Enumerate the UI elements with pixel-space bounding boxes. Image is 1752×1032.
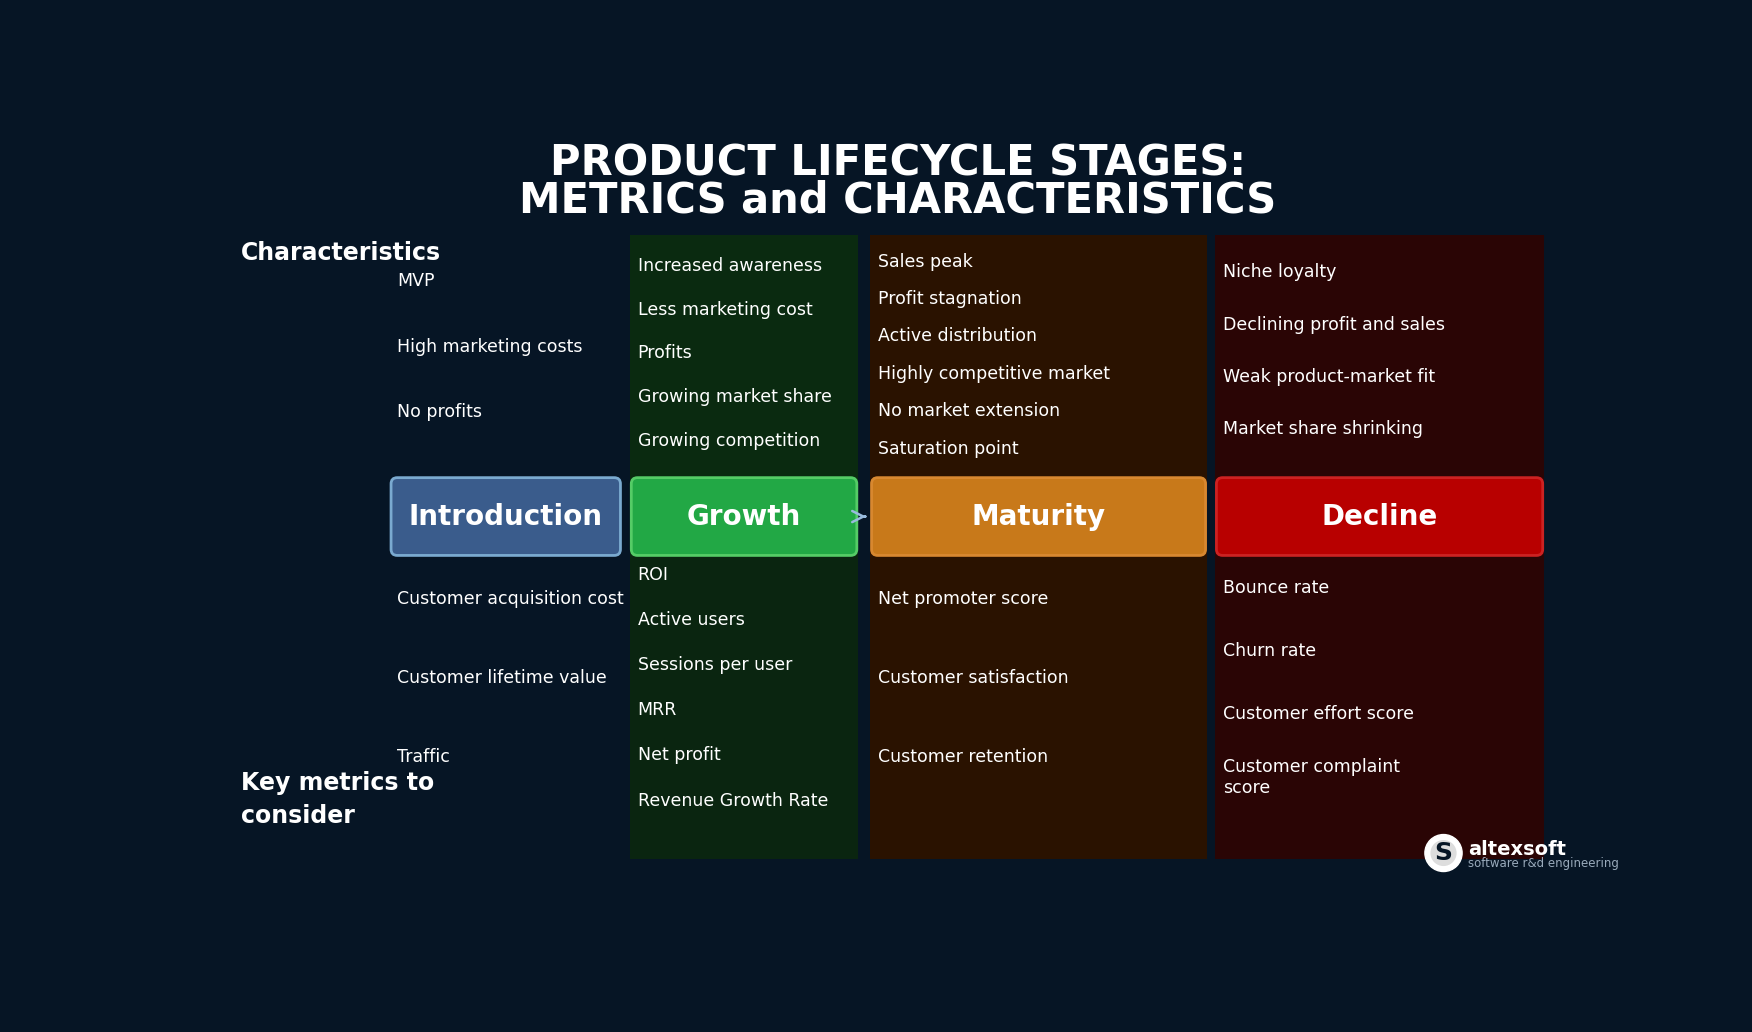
Text: Market share shrinking: Market share shrinking bbox=[1223, 420, 1423, 439]
Text: Bounce rate: Bounce rate bbox=[1223, 579, 1328, 596]
Text: software r&d engineering: software r&d engineering bbox=[1468, 857, 1619, 870]
Text: No profits: No profits bbox=[398, 404, 482, 421]
Text: Sales peak: Sales peak bbox=[878, 253, 972, 270]
FancyBboxPatch shape bbox=[1214, 235, 1544, 497]
Text: Net profit: Net profit bbox=[638, 746, 720, 765]
Text: PRODUCT LIFECYCLE STAGES:: PRODUCT LIFECYCLE STAGES: bbox=[550, 142, 1246, 185]
Text: Profit stagnation: Profit stagnation bbox=[878, 290, 1021, 309]
FancyBboxPatch shape bbox=[1214, 544, 1544, 860]
Text: Growing market share: Growing market share bbox=[638, 388, 832, 406]
Text: Traffic: Traffic bbox=[398, 747, 450, 766]
Text: Customer satisfaction: Customer satisfaction bbox=[878, 669, 1069, 686]
Text: Customer effort score: Customer effort score bbox=[1223, 705, 1414, 723]
Circle shape bbox=[1424, 835, 1463, 871]
FancyBboxPatch shape bbox=[631, 478, 857, 555]
FancyBboxPatch shape bbox=[1216, 478, 1544, 555]
FancyBboxPatch shape bbox=[629, 235, 858, 497]
Text: Niche loyalty: Niche loyalty bbox=[1223, 263, 1337, 281]
Text: Customer retention: Customer retention bbox=[878, 747, 1048, 766]
Text: High marketing costs: High marketing costs bbox=[398, 337, 583, 356]
Text: Net promoter score: Net promoter score bbox=[878, 589, 1048, 608]
Text: Customer acquisition cost: Customer acquisition cost bbox=[398, 589, 624, 608]
Text: ROI: ROI bbox=[638, 567, 669, 584]
Text: altexsoft: altexsoft bbox=[1468, 840, 1566, 860]
Text: No market extension: No market extension bbox=[878, 402, 1060, 420]
Text: Increased awareness: Increased awareness bbox=[638, 257, 822, 276]
Text: Growing competition: Growing competition bbox=[638, 431, 820, 450]
Text: Characteristics: Characteristics bbox=[240, 240, 442, 265]
Text: Churn rate: Churn rate bbox=[1223, 642, 1316, 659]
Text: S: S bbox=[1435, 841, 1452, 865]
Text: Maturity: Maturity bbox=[972, 503, 1106, 530]
Text: METRICS and CHARACTERISTICS: METRICS and CHARACTERISTICS bbox=[519, 180, 1277, 222]
Text: Highly competitive market: Highly competitive market bbox=[878, 365, 1109, 383]
Text: Weak product-market fit: Weak product-market fit bbox=[1223, 367, 1435, 386]
FancyBboxPatch shape bbox=[871, 235, 1207, 497]
Text: Decline: Decline bbox=[1321, 503, 1438, 530]
Text: Sessions per user: Sessions per user bbox=[638, 656, 792, 674]
Text: Growth: Growth bbox=[687, 503, 801, 530]
Text: Key metrics to
consider: Key metrics to consider bbox=[240, 771, 434, 828]
FancyBboxPatch shape bbox=[391, 478, 620, 555]
Text: Revenue Growth Rate: Revenue Growth Rate bbox=[638, 792, 829, 809]
Text: MRR: MRR bbox=[638, 702, 676, 719]
FancyBboxPatch shape bbox=[871, 544, 1207, 860]
Text: Declining profit and sales: Declining profit and sales bbox=[1223, 316, 1445, 333]
Text: Less marketing cost: Less marketing cost bbox=[638, 300, 813, 319]
FancyBboxPatch shape bbox=[629, 544, 858, 860]
Circle shape bbox=[1431, 841, 1456, 866]
Text: Profits: Profits bbox=[638, 345, 692, 362]
Text: Active distribution: Active distribution bbox=[878, 327, 1037, 346]
Text: Customer lifetime value: Customer lifetime value bbox=[398, 669, 606, 686]
Text: Introduction: Introduction bbox=[408, 503, 603, 530]
Text: MVP: MVP bbox=[398, 272, 434, 290]
Text: Customer complaint
score: Customer complaint score bbox=[1223, 757, 1400, 797]
Text: Saturation point: Saturation point bbox=[878, 440, 1018, 457]
FancyBboxPatch shape bbox=[871, 478, 1205, 555]
Text: Active users: Active users bbox=[638, 611, 745, 630]
